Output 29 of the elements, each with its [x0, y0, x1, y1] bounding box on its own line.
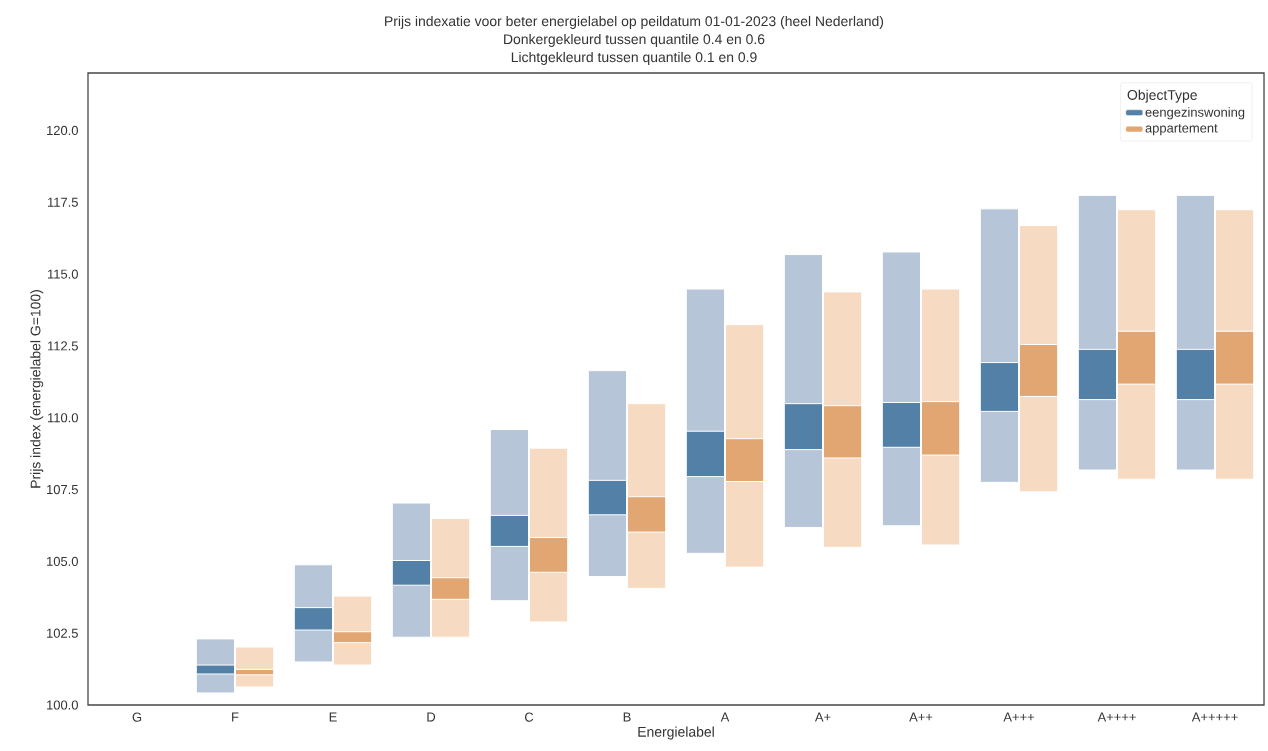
y-tick-label: 117.5: [48, 197, 78, 207]
x-tick-label: A: [720, 712, 730, 722]
x-tick-label: G: [132, 712, 142, 722]
y-tick-label: 107.5: [47, 484, 78, 495]
x-tick-label: E: [329, 712, 337, 722]
legend-label: eengezinswoning: [1145, 107, 1245, 120]
legend-label: appartement: [1145, 124, 1218, 136]
x-tick-label: C: [524, 712, 534, 722]
x-tick-label: A++: [909, 712, 933, 722]
x-tick-label: B: [623, 712, 631, 722]
y-tick-label: 110.0: [48, 413, 78, 423]
chart-title: Prijs indexatie voor beter energielabel op peildatum 01-01-2023 (heel Nederland): [385, 15, 884, 29]
x-tick-label: A+: [814, 712, 831, 722]
x-axis-title: Energielabel: [638, 726, 714, 740]
text: Lichtgekleurd tussen quantile 0.1 en 0.9: [511, 51, 757, 65]
y-axis-title: Prijs index (energielabel G=100): [30, 290, 44, 488]
x-tick-label: A++++: [1097, 712, 1136, 722]
y-tick-label: 100.0: [47, 700, 78, 710]
y-tick-label: 120.0: [47, 125, 78, 136]
chart-subtitle: Donkergekleurd tussen quantile 0.4 en 0.6: [504, 33, 765, 47]
x-tick-label: F: [232, 712, 239, 722]
y-tick-label: 115.0: [48, 269, 78, 279]
y-tick-label: 112.5: [48, 341, 78, 351]
legend-title: ObjectType: [1127, 89, 1197, 103]
y-tick-label: 102.5: [47, 628, 78, 638]
x-tick-label: A+++: [1003, 712, 1035, 722]
x-tick-label: D: [427, 712, 436, 722]
x-tick-label: A+++++: [1191, 712, 1238, 722]
y-tick-label: 105.0: [47, 556, 78, 566]
